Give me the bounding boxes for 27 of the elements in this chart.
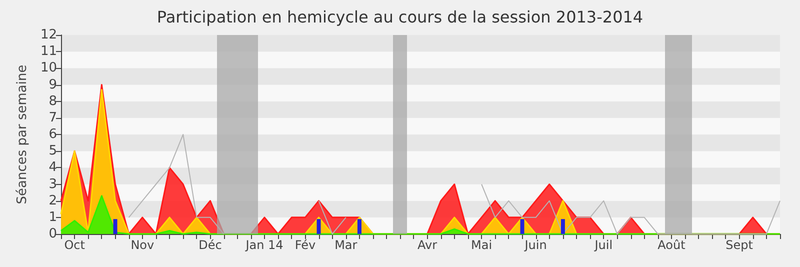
x-tick-label: Avr [418,238,438,252]
y-tick-label: 11 [40,44,57,60]
y-tick-label: 2 [48,193,57,208]
x-tick-label: Fév [294,238,316,252]
x-tick-label: Juil [594,238,613,252]
y-axis-title: Séances par semaine [15,64,30,204]
x-tick-label: Août [658,238,686,252]
y-tick-label: 0 [48,226,57,242]
y-tick-label: 9 [48,77,57,92]
x-tick-label: Mai [471,238,492,252]
y-tick-label: 1 [48,210,57,225]
x-tick-label: Déc [198,238,222,252]
y-tick-label: 4 [48,160,57,176]
x-tick-label: Oct [64,238,86,252]
y-tick-label: 10 [40,60,57,76]
x-tick-label: Jan 14 [244,238,284,252]
x-tick-label: Mar [334,238,358,252]
x-tick-label: Juin [524,238,547,252]
x-tick-label: Nov [130,238,154,252]
y-tick-label: 3 [48,176,57,192]
y-tick-label: 7 [48,110,57,126]
y-tick-label: 6 [48,127,57,142]
y-tick-label: 12 [40,28,57,42]
y-tick-label: 8 [48,94,57,109]
y-tick-label: 5 [48,144,57,159]
x-tick-label: Sept [726,238,754,252]
chart-title: Participation en hemicycle au cours de la session 2013-2014 [156,8,644,26]
